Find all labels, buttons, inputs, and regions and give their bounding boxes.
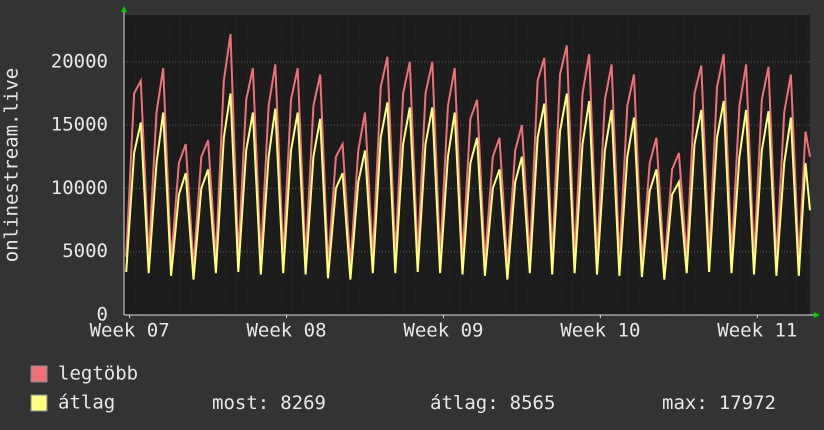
- x-tick-label: Week 10: [560, 320, 640, 342]
- series-line: [125, 33, 811, 267]
- stat-value: 8565: [510, 392, 556, 414]
- stat-label: most:: [212, 392, 269, 414]
- x-tick-label: Week 08: [246, 320, 326, 342]
- legend-label: átlag: [58, 392, 115, 414]
- y-tick-label: 0: [97, 304, 108, 326]
- y-axis-label: onlinestream.live: [1, 68, 23, 262]
- x-tick-label: Week 09: [403, 320, 483, 342]
- stat-value: 17972: [719, 392, 776, 414]
- x-arrow: [814, 312, 820, 318]
- stat: átlag: 8565: [430, 392, 555, 414]
- stat: max: 17972: [662, 392, 776, 414]
- stat-value: 8269: [280, 392, 326, 414]
- y-tick-label: 15000: [51, 114, 108, 136]
- stat-label: max:: [662, 392, 708, 414]
- y-tick-label: 20000: [51, 50, 108, 72]
- y-arrow: [121, 6, 127, 12]
- stat: most: 8269: [212, 392, 326, 414]
- x-tick-label: Week 07: [90, 320, 170, 342]
- y-tick-label: 5000: [62, 240, 108, 262]
- legend-label: legtöbb: [58, 363, 138, 385]
- legend-swatch: [30, 365, 48, 383]
- y-tick-label: 10000: [51, 177, 108, 199]
- legend-swatch: [30, 394, 48, 412]
- x-tick-label: Week 11: [717, 320, 797, 342]
- series-line: [125, 93, 811, 280]
- stat-label: átlag:: [430, 392, 499, 414]
